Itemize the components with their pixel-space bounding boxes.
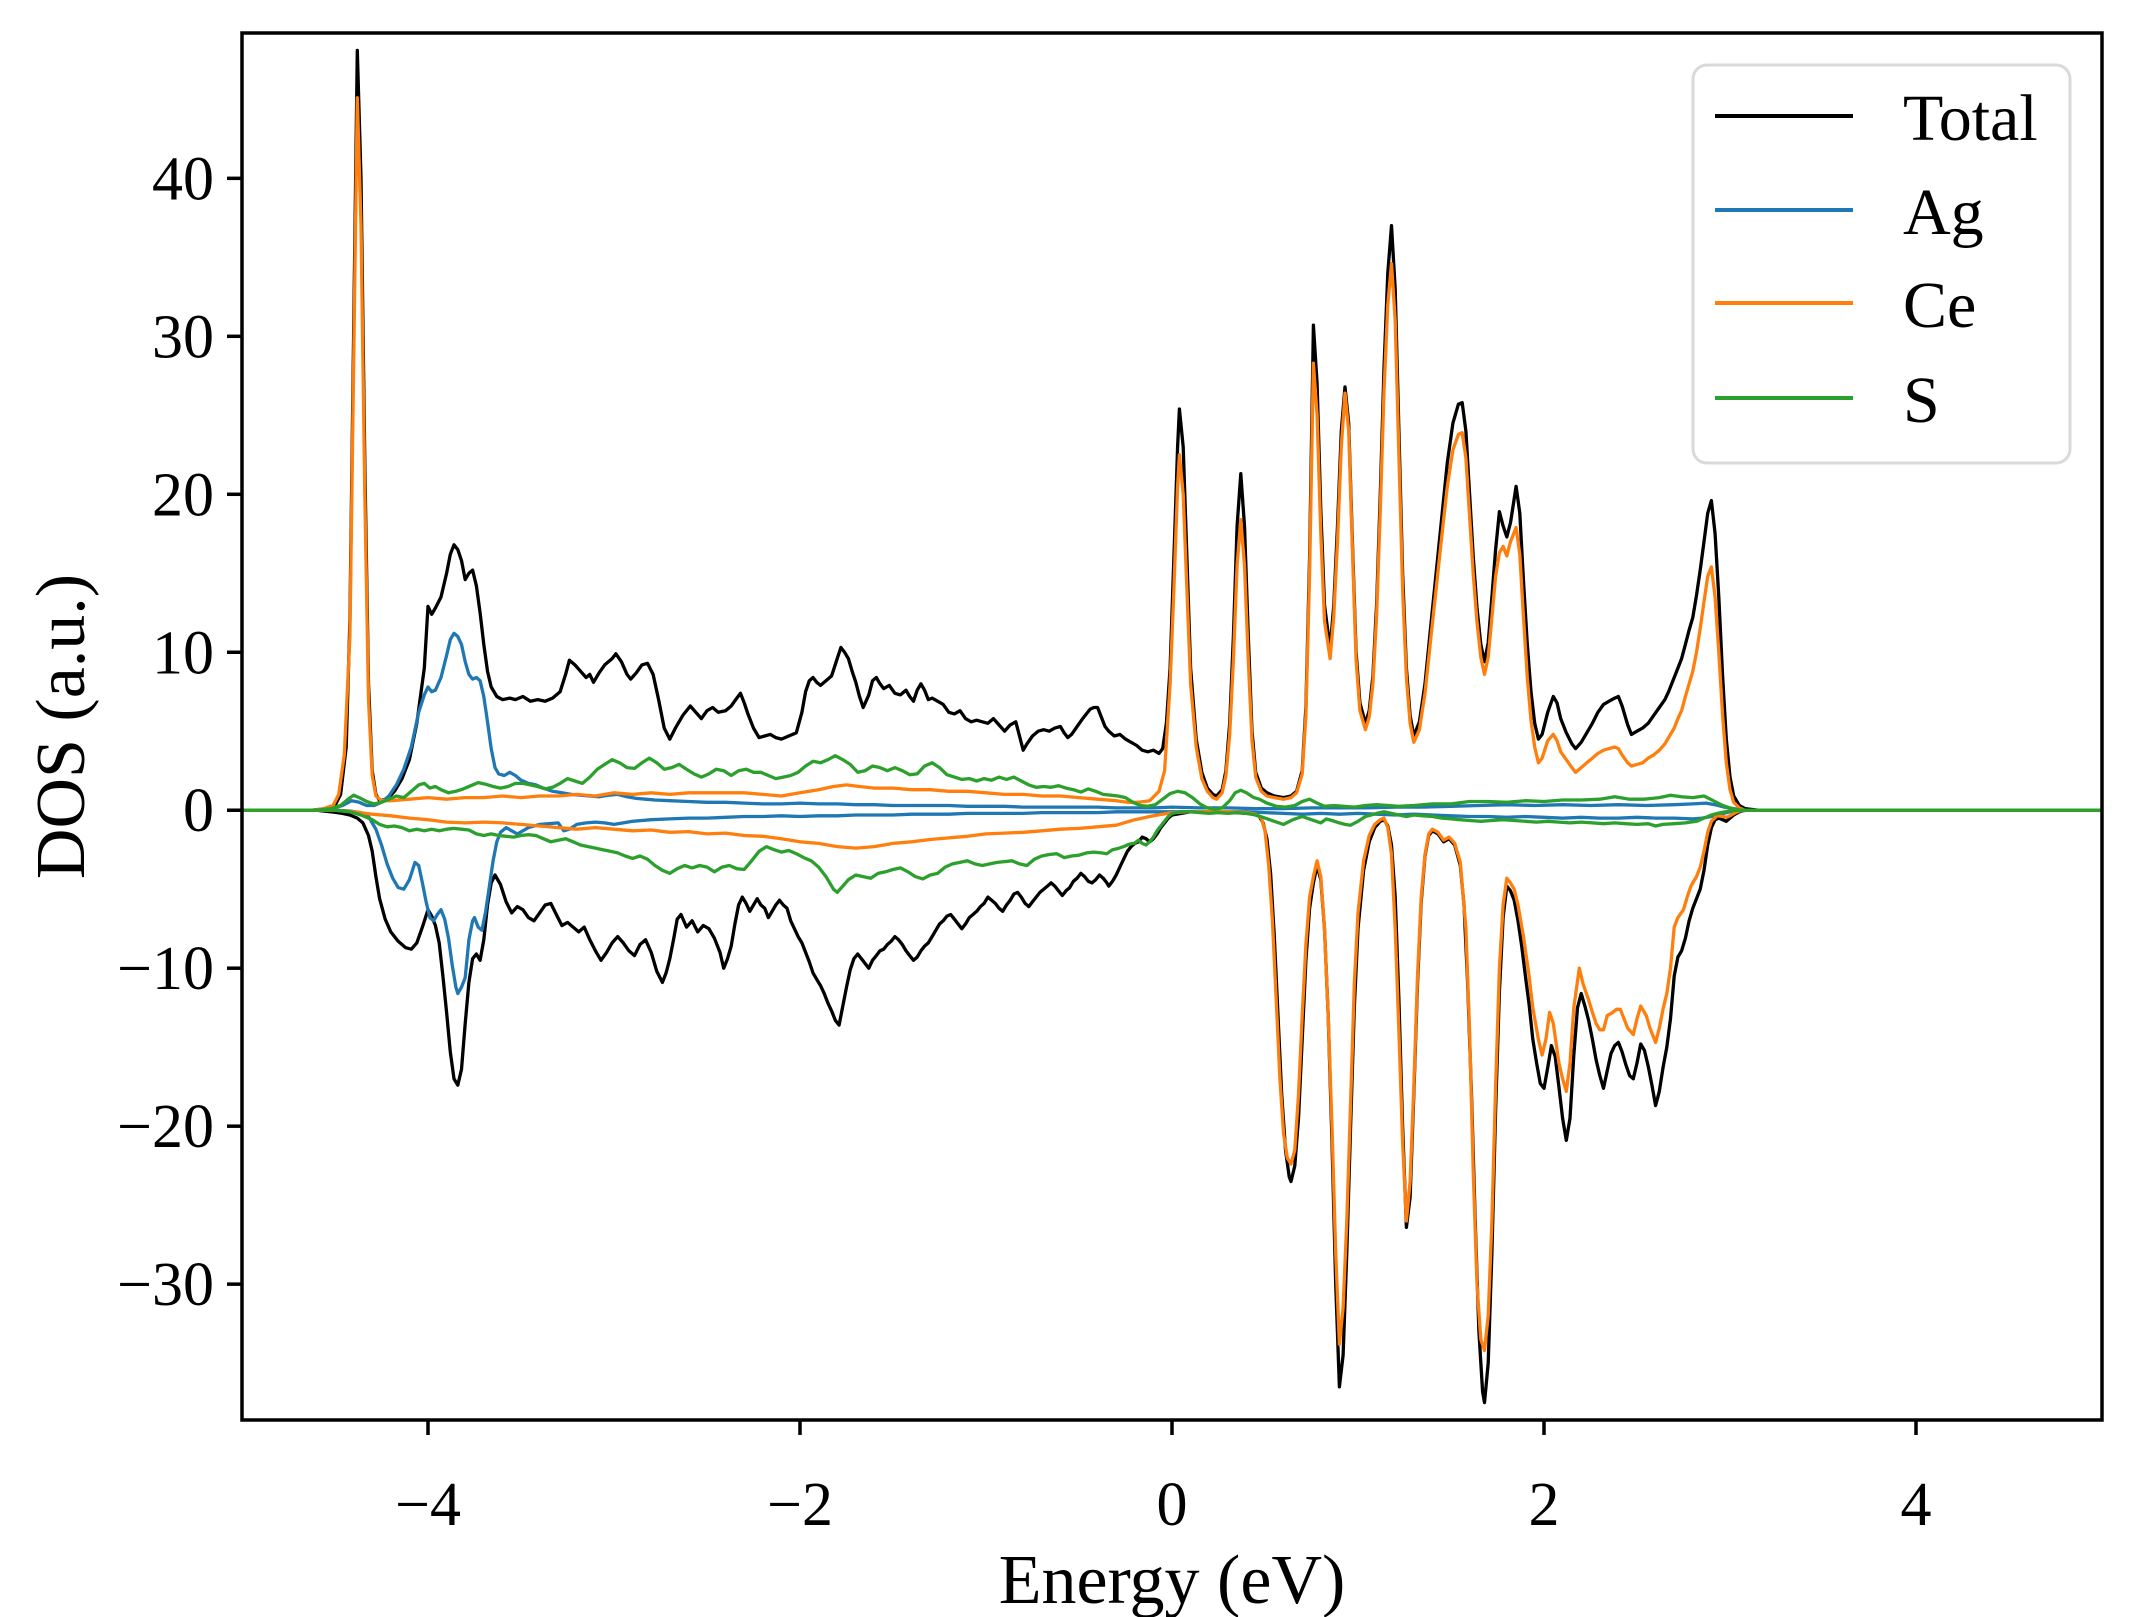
y-tick-label: −30 bbox=[117, 1251, 214, 1319]
series-ce-down-line bbox=[242, 808, 2102, 1353]
y-tick-label: 30 bbox=[152, 303, 214, 371]
y-tick-label: 0 bbox=[183, 777, 214, 845]
x-tick-label: −2 bbox=[767, 1471, 833, 1539]
x-tick-label: 2 bbox=[1529, 1471, 1560, 1539]
x-tick-label: 4 bbox=[1901, 1471, 1932, 1539]
y-tick-label: 10 bbox=[152, 619, 214, 687]
x-tick-label: −4 bbox=[395, 1471, 461, 1539]
y-axis: −30 −20 −10 0 10 20 30 40 bbox=[117, 145, 242, 1319]
series-total-down-line bbox=[242, 808, 2102, 1405]
series-s-down-line bbox=[242, 808, 2102, 895]
y-axis-label: DOS (a.u.) bbox=[23, 574, 100, 879]
series-ce-up-line bbox=[242, 96, 2102, 812]
plot-area bbox=[242, 48, 2102, 1405]
legend-label-ag: Ag bbox=[1903, 176, 1984, 249]
legend-label-ce: Ce bbox=[1903, 269, 1976, 342]
y-tick-label: −10 bbox=[117, 935, 214, 1003]
legend-box bbox=[1691, 63, 2072, 465]
y-tick-label: 20 bbox=[152, 461, 214, 529]
y-tick-label: 40 bbox=[152, 145, 214, 213]
legend-label-s: S bbox=[1903, 364, 1940, 437]
y-tick-label: −20 bbox=[117, 1093, 214, 1161]
x-axis: −4 −2 0 2 4 bbox=[395, 1420, 1932, 1539]
x-tick-label: 0 bbox=[1157, 1471, 1188, 1539]
legend: Total Ag Ce S bbox=[1691, 63, 2072, 465]
series-ag-down-line bbox=[242, 808, 2102, 996]
x-axis-label: Energy (eV) bbox=[999, 1542, 1346, 1617]
series-s-up-line bbox=[242, 754, 2102, 812]
legend-label-total: Total bbox=[1903, 82, 2038, 155]
series-total-up-line bbox=[242, 48, 2102, 812]
